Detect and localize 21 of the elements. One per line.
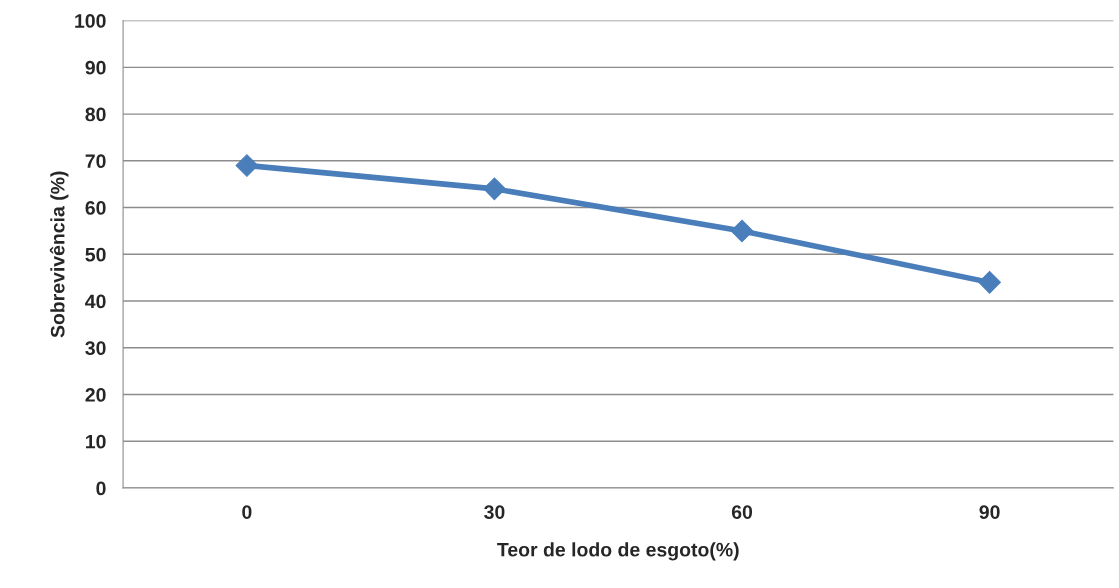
- y-tick-label: 90: [85, 60, 106, 75]
- y-tick-label: 60: [85, 201, 106, 215]
- y-tick-label: 40: [85, 294, 106, 309]
- y-tick-label: 50: [85, 247, 106, 262]
- x-tick-label: 0: [242, 505, 252, 519]
- x-tick-label: 90: [979, 505, 1000, 519]
- y-tick-label: 10: [86, 434, 106, 449]
- y-tick-label: 70: [85, 154, 106, 169]
- y-tick-label: 30: [85, 341, 106, 356]
- x-tick-label: 30: [484, 505, 505, 520]
- y-tick-label: 0: [96, 481, 106, 496]
- x-tick-label: 60: [731, 505, 753, 519]
- point: [235, 154, 259, 177]
- point: [978, 271, 1001, 294]
- x-axis-title: Teor de lodo de esgoto(%): [497, 542, 739, 561]
- y-tick-label: 80: [85, 107, 106, 122]
- y-tick-label: 100: [75, 14, 106, 28]
- y-axis-title: Sobrevivência (%): [49, 171, 69, 338]
- point: [730, 219, 754, 243]
- y-tick-label: 20: [85, 388, 106, 402]
- point: [483, 177, 506, 201]
